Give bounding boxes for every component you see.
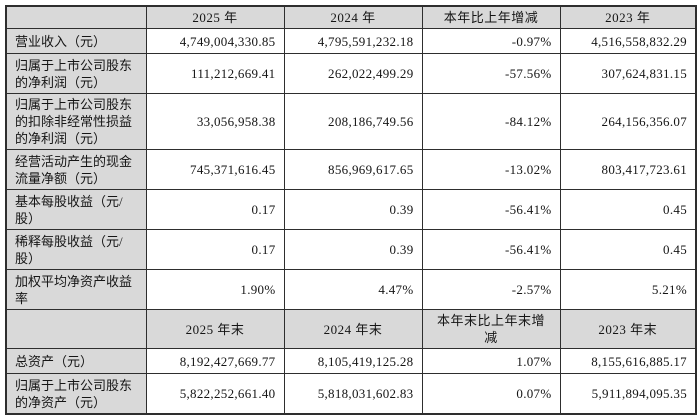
value-2025: 1.90% [145,269,285,310]
col-header-change: 本年比上年增减 [421,5,561,29]
corner-cell [5,309,147,349]
value-2023: 4,516,558,832.29 [559,28,697,54]
value-2025: 0.17 [145,189,285,230]
table-row-total-assets: 总资产（元） 8,192,427,669.77 8,105,419,125.28… [5,348,697,374]
row-label: 营业收入（元） [5,28,147,54]
value-2023: 803,417,723.61 [559,149,697,190]
value-2023: 8,155,616,885.17 [559,348,697,374]
value-2023: 0.45 [559,189,697,230]
value-2025: 4,749,004,330.85 [145,28,285,54]
value-2024: 4,795,591,232.18 [283,28,423,54]
table-row-net-assets: 归属于上市公司股东 的净资产（元） 5,822,252,661.40 5,818… [5,373,697,415]
value-change: -56.41% [421,229,561,270]
row-label: 归属于上市公司股东 的扣除非经常性损益 的净利润（元） [5,93,147,150]
col-header-end-change: 本年末比上年末增减 [421,309,561,349]
value-change: -2.57% [421,269,561,310]
value-2025: 0.17 [145,229,285,270]
table-row-operating-cash-flow: 经营活动产生的现金 流量净额（元） 745,371,616.45 856,969… [5,149,697,190]
row-label: 基本每股收益（元/ 股） [5,189,147,230]
value-change: -57.56% [421,53,561,94]
value-change: 0.07% [421,373,561,415]
value-change: -56.41% [421,189,561,230]
value-2025: 111,212,669.41 [145,53,285,94]
col-header-2023: 2023 年 [559,5,697,29]
row-label: 经营活动产生的现金 流量净额（元） [5,149,147,190]
col-header-2023-end: 2023 年末 [559,309,697,349]
value-2025: 33,056,958.38 [145,93,285,150]
value-2023: 264,156,356.07 [559,93,697,150]
endpoint-header-row: 2025 年末 2024 年末 本年末比上年末增减 2023 年末 [5,309,697,349]
value-2023: 307,624,831.15 [559,53,697,94]
value-2023: 5,911,894,095.35 [559,373,697,415]
value-2025: 8,192,427,669.77 [145,348,285,374]
value-2024: 208,186,749.56 [283,93,423,150]
value-2025: 5,822,252,661.40 [145,373,285,415]
row-label: 总资产（元） [5,348,147,374]
table-row-diluted-eps: 稀释每股收益（元/ 股） 0.17 0.39 -56.41% 0.45 [5,229,697,270]
value-2024: 856,969,617.65 [283,149,423,190]
col-header-2024-end: 2024 年末 [283,309,423,349]
value-2023: 0.45 [559,229,697,270]
value-2025: 745,371,616.45 [145,149,285,190]
corner-cell [5,5,147,29]
value-2024: 8,105,419,125.28 [283,348,423,374]
value-2024: 0.39 [283,189,423,230]
financial-summary-table: 2025 年 2024 年 本年比上年增减 2023 年 营业收入（元） 4,7… [5,5,697,415]
value-change: -0.97% [421,28,561,54]
value-2023: 5.21% [559,269,697,310]
row-label: 归属于上市公司股东 的净利润（元） [5,53,147,94]
row-label: 稀释每股收益（元/ 股） [5,229,147,270]
col-header-2025: 2025 年 [145,5,285,29]
row-label: 归属于上市公司股东 的净资产（元） [5,373,147,415]
value-change: -84.12% [421,93,561,150]
table-row-net-profit-deducted: 归属于上市公司股东 的扣除非经常性损益 的净利润（元） 33,056,958.3… [5,93,697,150]
value-change: 1.07% [421,348,561,374]
table-row-basic-eps: 基本每股收益（元/ 股） 0.17 0.39 -56.41% 0.45 [5,189,697,230]
value-2024: 262,022,499.29 [283,53,423,94]
value-2024: 4.47% [283,269,423,310]
value-2024: 0.39 [283,229,423,270]
table-row-net-profit: 归属于上市公司股东 的净利润（元） 111,212,669.41 262,022… [5,53,697,94]
financial-summary-page: 2025 年 2024 年 本年比上年增减 2023 年 营业收入（元） 4,7… [5,5,697,415]
row-label: 加权平均净资产收益 率 [5,269,147,310]
col-header-2025-end: 2025 年末 [145,309,285,349]
period-header-row: 2025 年 2024 年 本年比上年增减 2023 年 [5,5,697,29]
col-header-2024: 2024 年 [283,5,423,29]
table-row-revenue: 营业收入（元） 4,749,004,330.85 4,795,591,232.1… [5,28,697,54]
value-2024: 5,818,031,602.83 [283,373,423,415]
table-row-weighted-avg-roe: 加权平均净资产收益 率 1.90% 4.47% -2.57% 5.21% [5,269,697,310]
value-change: -13.02% [421,149,561,190]
